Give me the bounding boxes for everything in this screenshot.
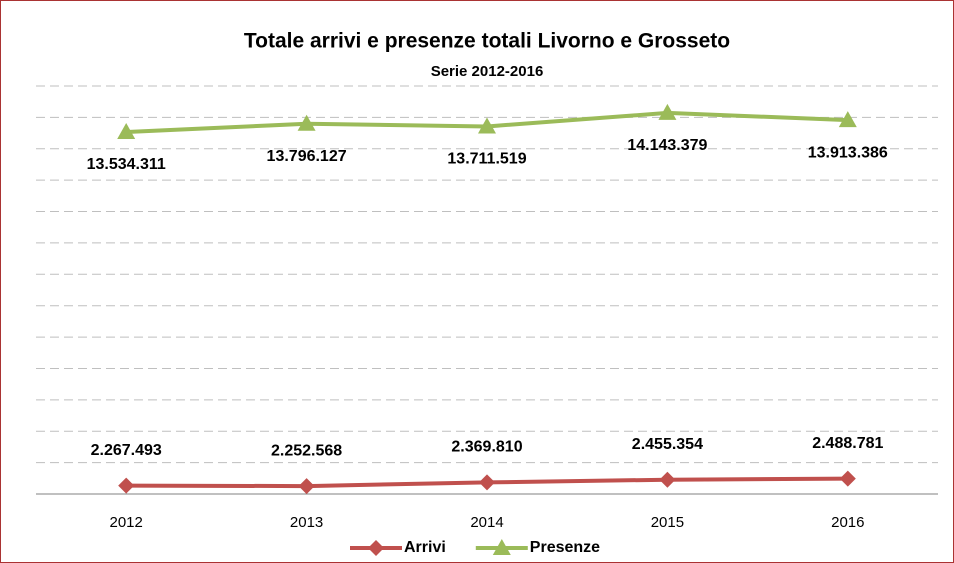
data-label: 13.913.386	[808, 144, 888, 161]
data-label: 2.252.568	[271, 442, 342, 459]
x-tick-label: 2015	[651, 514, 684, 531]
x-tick-label: 2014	[470, 514, 503, 531]
data-label: 2.369.810	[451, 439, 522, 456]
legend-label: Arrivi	[404, 539, 446, 556]
point	[479, 474, 495, 491]
point	[839, 470, 856, 487]
x-tick-label: 2013	[290, 514, 323, 531]
point	[117, 123, 136, 140]
data-label: 2.488.781	[812, 435, 883, 452]
point	[659, 471, 676, 488]
point	[297, 114, 316, 131]
legend-label: Presenze	[530, 539, 600, 556]
x-tick-label: 2012	[110, 514, 143, 531]
point	[492, 539, 511, 555]
data-label: 2.455.354	[632, 436, 703, 453]
chart-title: Totale arrivi e presenze totali Livorno …	[244, 30, 730, 53]
point	[478, 117, 496, 134]
point	[368, 540, 384, 556]
x-tick-label: 2016	[831, 514, 864, 531]
point	[838, 111, 857, 128]
data-label: 13.711.519	[447, 151, 526, 168]
data-label: 14.143.379	[627, 137, 707, 154]
data-label: 13.534.311	[87, 156, 166, 173]
point	[658, 103, 677, 120]
point	[118, 477, 135, 494]
data-label: 2.267.493	[91, 442, 162, 459]
chart-subtitle: Serie 2012-2016	[431, 63, 544, 80]
point	[298, 478, 315, 495]
data-label: 13.796.127	[267, 148, 347, 165]
